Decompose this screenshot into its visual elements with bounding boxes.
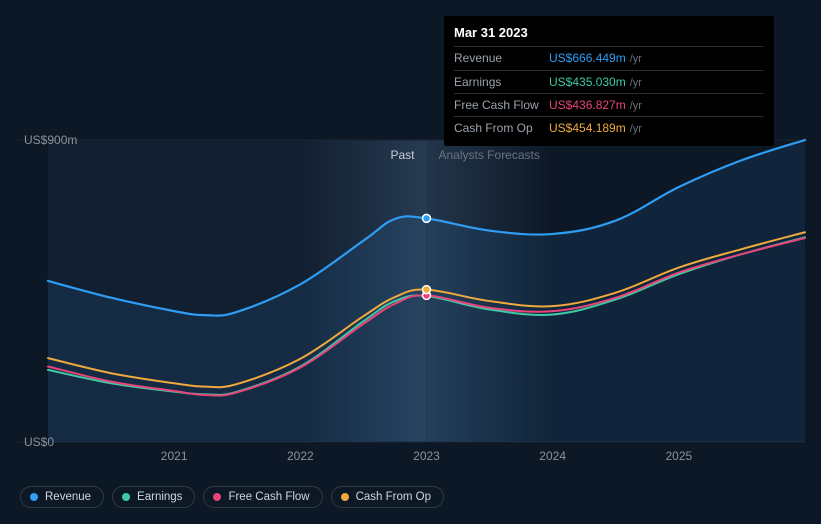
- legend-toggle-revenue[interactable]: Revenue: [20, 486, 104, 508]
- tooltip-row-unit: /yr: [630, 52, 642, 67]
- legend-toggle-earnings[interactable]: Earnings: [112, 486, 195, 508]
- x-axis-tick: 2025: [665, 449, 692, 463]
- tooltip-row-value: US$666.449m: [549, 50, 626, 67]
- tooltip-row-label: Earnings: [454, 74, 549, 91]
- legend-item-label: Earnings: [137, 491, 182, 503]
- hover-marker-revenue: [423, 214, 431, 222]
- tooltip-row-value: US$435.030m: [549, 74, 626, 91]
- tooltip-row-label: Cash From Op: [454, 120, 549, 137]
- tooltip-row-unit: /yr: [630, 122, 642, 137]
- tooltip-row-fcf: Free Cash FlowUS$436.827m/yr: [454, 93, 764, 116]
- legend-toggle-fcf[interactable]: Free Cash Flow: [203, 486, 322, 508]
- x-axis-tick: 2024: [539, 449, 566, 463]
- x-axis-tick: 2023: [413, 449, 440, 463]
- legend-dot-icon: [122, 493, 130, 501]
- legend-dot-icon: [213, 493, 221, 501]
- legend-toggle-cfo[interactable]: Cash From Op: [331, 486, 444, 508]
- financial-chart: US$900m US$0 Past Analysts Forecasts 202…: [0, 0, 821, 524]
- x-axis-tick: 2022: [287, 449, 314, 463]
- tooltip-row-label: Free Cash Flow: [454, 97, 549, 114]
- legend-dot-icon: [30, 493, 38, 501]
- tooltip-title: Mar 31 2023: [454, 24, 764, 42]
- hover-marker-cfo: [423, 286, 431, 294]
- section-label-past: Past: [390, 148, 414, 162]
- legend-item-label: Free Cash Flow: [228, 491, 309, 503]
- hover-tooltip: Mar 31 2023 RevenueUS$666.449m/yrEarning…: [444, 16, 774, 146]
- tooltip-row-unit: /yr: [630, 76, 642, 91]
- legend-item-label: Cash From Op: [356, 491, 431, 503]
- tooltip-rows: RevenueUS$666.449m/yrEarningsUS$435.030m…: [454, 46, 764, 140]
- y-axis-label-top: US$900m: [24, 133, 77, 147]
- x-axis-tick: 2021: [161, 449, 188, 463]
- y-axis-label-bottom: US$0: [24, 435, 54, 449]
- legend-dot-icon: [341, 493, 349, 501]
- section-label-forecast: Analysts Forecasts: [439, 148, 540, 162]
- tooltip-row-cfo: Cash From OpUS$454.189m/yr: [454, 116, 764, 139]
- tooltip-row-unit: /yr: [630, 99, 642, 114]
- tooltip-row-value: US$454.189m: [549, 120, 626, 137]
- tooltip-row-label: Revenue: [454, 50, 549, 67]
- tooltip-row-value: US$436.827m: [549, 97, 626, 114]
- tooltip-row-earnings: EarningsUS$435.030m/yr: [454, 70, 764, 93]
- tooltip-row-revenue: RevenueUS$666.449m/yr: [454, 46, 764, 69]
- legend-item-label: Revenue: [45, 491, 91, 503]
- chart-legend: Revenue Earnings Free Cash Flow Cash From O…: [20, 486, 444, 508]
